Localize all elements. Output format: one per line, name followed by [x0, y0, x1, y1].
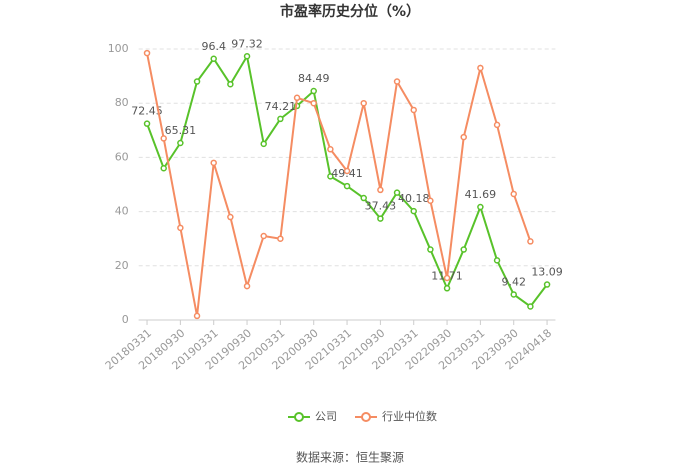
point	[393, 78, 401, 85]
point	[460, 133, 467, 141]
legend-marker	[361, 412, 371, 422]
point	[427, 197, 434, 205]
y-tick-label: 60	[115, 150, 129, 163]
data-label: 97.32	[231, 37, 263, 50]
point	[410, 207, 417, 215]
point	[377, 215, 384, 222]
point	[343, 182, 351, 190]
y-tick-label: 80	[115, 96, 129, 109]
source: 数据来源：恒生聚源	[296, 450, 404, 465]
point	[493, 121, 501, 129]
y-tick-label: 40	[115, 205, 129, 218]
point	[143, 120, 151, 127]
point	[277, 235, 284, 242]
point	[177, 139, 184, 147]
series-line	[146, 52, 532, 317]
point	[260, 140, 267, 148]
legend-label: 公司	[315, 410, 337, 423]
point	[393, 189, 401, 196]
point	[243, 282, 251, 290]
data-label: 65.31	[165, 124, 197, 137]
point	[327, 173, 334, 180]
y-tick-label: 0	[122, 313, 129, 326]
data-label: 84.49	[298, 72, 330, 85]
point	[360, 99, 367, 107]
chart-title: 市盈率历史分位（%）	[280, 3, 420, 20]
point	[477, 64, 484, 72]
legend-marker	[294, 412, 304, 422]
point	[193, 312, 201, 320]
point	[443, 285, 451, 292]
point	[427, 246, 434, 253]
point	[193, 78, 201, 85]
point	[210, 159, 217, 167]
point	[327, 146, 334, 153]
point	[510, 291, 517, 298]
y-tick-label: 100	[108, 42, 129, 55]
point	[277, 115, 284, 123]
point	[360, 194, 367, 202]
point	[410, 106, 417, 114]
data-label: 41.69	[465, 188, 497, 201]
point	[177, 224, 184, 232]
data-label: 96.4	[201, 40, 226, 53]
point	[477, 203, 484, 211]
point	[493, 257, 501, 264]
point	[293, 94, 301, 102]
point	[210, 55, 217, 63]
point	[443, 274, 451, 282]
data-label: 40.18	[398, 192, 430, 205]
data-label: 37.43	[365, 200, 397, 213]
data-label: 74.21	[265, 100, 297, 113]
point	[343, 167, 351, 175]
data-label: 72.45	[131, 105, 163, 118]
point	[260, 232, 267, 240]
point	[460, 246, 467, 253]
point	[527, 238, 534, 245]
point	[243, 53, 251, 60]
legend-label: 行业中位数	[382, 409, 437, 423]
point	[510, 190, 517, 198]
point	[143, 49, 151, 57]
point	[527, 303, 534, 310]
point	[377, 186, 384, 194]
point	[310, 99, 317, 107]
point	[160, 164, 167, 172]
y-tick-label: 20	[115, 259, 129, 272]
point	[543, 281, 551, 288]
point	[160, 135, 167, 142]
data-label: 13.09	[531, 266, 563, 279]
point	[310, 87, 317, 95]
data-label: 9.42	[501, 275, 526, 288]
point	[227, 80, 234, 88]
point	[227, 213, 234, 221]
